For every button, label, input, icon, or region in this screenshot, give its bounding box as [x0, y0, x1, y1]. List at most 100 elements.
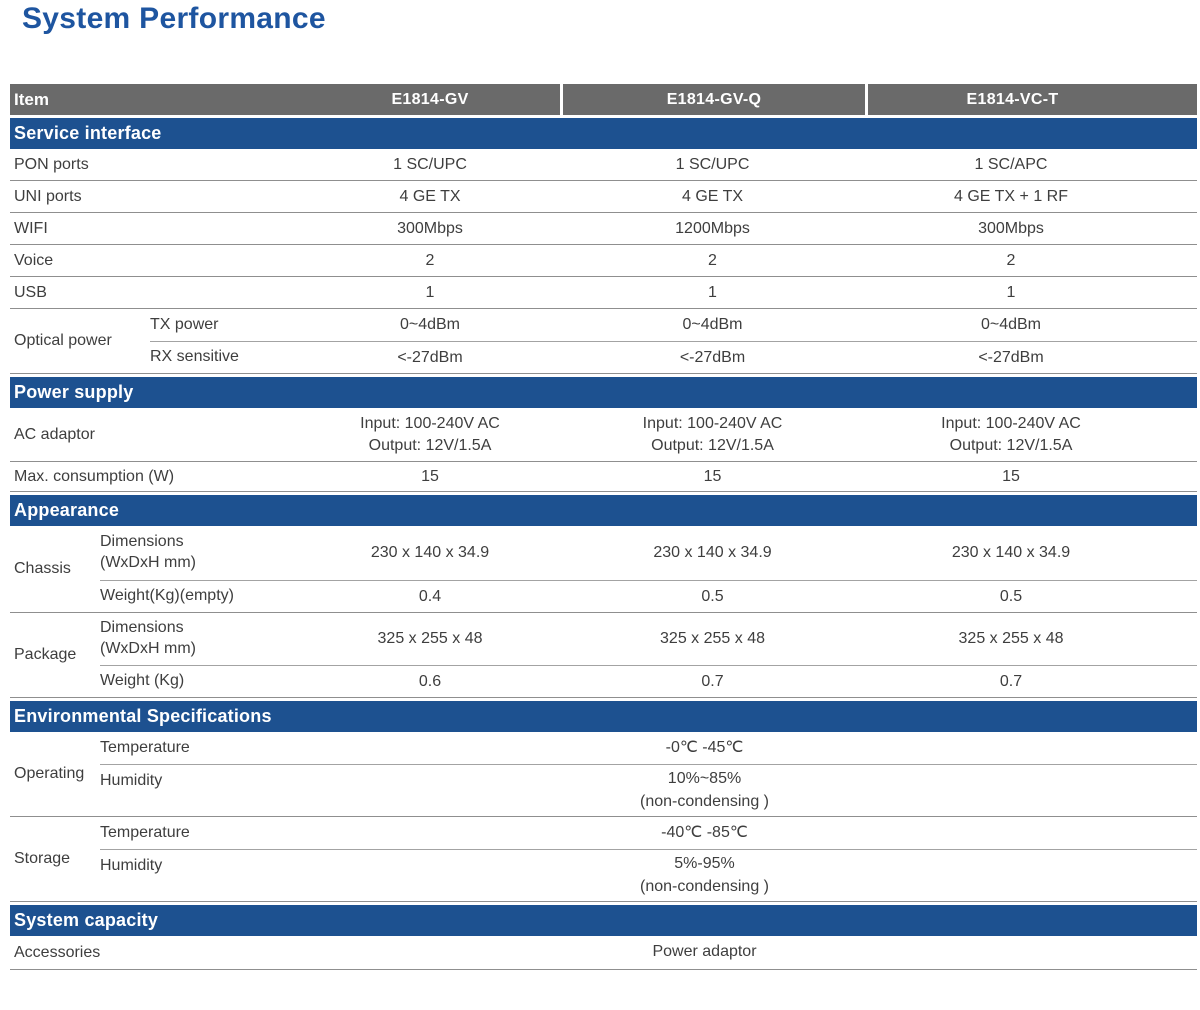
cell-value: <-27dBm [397, 348, 463, 366]
header-model-e1814-gv: E1814-GV [391, 90, 469, 108]
cell-value: 15 [1002, 467, 1020, 485]
subrow-label: Temperature [100, 823, 190, 841]
cell-value: 325 x 255 x 48 [377, 630, 483, 648]
cell-value: 10%~85% (non-condensing ) [640, 770, 769, 810]
row-pon-ports: PON ports 1 SC/UPC 1 SC/UPC 1 SC/APC [10, 149, 1197, 181]
subrow-chassis-dimensions: Dimensions (WxDxH mm) 230 x 140 x 34.9 2… [100, 526, 1197, 580]
group-optical-power: Optical power TX power 0~4dBm 0~4dBm 0~4… [10, 309, 1197, 374]
cell-value: 0.4 [418, 587, 442, 605]
cell-value: 0.7 [701, 672, 724, 690]
system-performance-table: Item E1814-GV E1814-GV-Q E1814-VC-T Serv… [10, 84, 1197, 970]
page-title: System Performance [22, 2, 326, 35]
section-title: Service interface [14, 123, 162, 143]
cell-value: 1 SC/UPC [675, 155, 750, 173]
cell-value: 4 GE TX [399, 187, 461, 205]
row-label: Accessories [14, 943, 101, 961]
subrow-package-dimensions: Dimensions (WxDxH mm) 325 x 255 x 48 325… [100, 613, 1197, 665]
cell-value: 0.7 [999, 672, 1023, 690]
row-uni-ports: UNI ports 4 GE TX 4 GE TX 4 GE TX + 1 RF [10, 181, 1197, 213]
cell-value: 1200Mbps [675, 219, 750, 237]
cell-value: Input: 100-240V AC Output: 12V/1.5A [941, 414, 1081, 454]
subrow-storage-temperature: Temperature -40℃ -85℃ [100, 817, 1197, 849]
group-chassis: Chassis Dimensions (WxDxH mm) 230 x 140 … [10, 526, 1197, 613]
subrow-chassis-weight: Weight(Kg)(empty) 0.4 0.5 0.5 [100, 580, 1197, 612]
row-accessories: Accessories Power adaptor [10, 936, 1197, 970]
subrow-rx-sensitive: RX sensitive <-27dBm <-27dBm <-27dBm [150, 341, 1197, 373]
cell-value: 0~4dBm [682, 316, 743, 334]
cell-value: 300Mbps [978, 219, 1044, 237]
cell-value: 15 [703, 467, 722, 485]
section-bar-environmental-specifications: Environmental Specifications [10, 701, 1197, 732]
row-voice: Voice 2 2 2 [10, 245, 1197, 277]
row-label: WIFI [14, 219, 48, 237]
cell-value: 1 [1006, 283, 1016, 301]
subrow-label: Weight (Kg) [100, 672, 185, 690]
cell-value: 1 [708, 283, 717, 301]
cell-value: 0.5 [999, 587, 1023, 605]
row-label: PON ports [14, 155, 89, 173]
cell-value: 2 [425, 251, 435, 269]
row-wifi: WIFI 300Mbps 1200Mbps 300Mbps [10, 213, 1197, 245]
group-storage: Storage Temperature -40℃ -85℃ Humidity 5… [10, 817, 1197, 902]
cell-value: 1 [425, 283, 435, 301]
section-title: Power supply [14, 382, 134, 402]
section-title: Appearance [14, 500, 120, 520]
cell-value: 230 x 140 x 34.9 [653, 544, 772, 562]
table-header-row: Item E1814-GV E1814-GV-Q E1814-VC-T [10, 84, 1197, 115]
row-label: UNI ports [14, 187, 82, 205]
subrow-operating-temperature: Temperature -0℃ -45℃ [100, 732, 1197, 764]
cell-value: 300Mbps [397, 219, 463, 237]
subrow-label: Dimensions (WxDxH mm) [100, 533, 196, 571]
cell-value: <-27dBm [978, 348, 1044, 366]
group-label: Optical power [14, 332, 112, 349]
header-model-e1814-gv-q: E1814-GV-Q [560, 84, 865, 115]
cell-value: Power adaptor [652, 943, 757, 961]
cell-value: 230 x 140 x 34.9 [951, 544, 1071, 562]
subrow-label: Temperature [100, 738, 190, 756]
subrow-label: TX power [150, 315, 219, 333]
cell-value: -0℃ -45℃ [665, 738, 744, 756]
cell-value: 230 x 140 x 34.9 [370, 544, 490, 562]
cell-value: 5%-95% (non-condensing ) [640, 855, 769, 895]
cell-value: 1 SC/UPC [393, 155, 467, 173]
cell-value: Input: 100-240V AC Output: 12V/1.5A [642, 414, 783, 454]
subrow-label: Humidity [100, 857, 163, 874]
row-label: USB [14, 283, 47, 301]
section-bar-service-interface: Service interface [10, 118, 1197, 149]
section-bar-appearance: Appearance [10, 495, 1197, 526]
header-model-e1814-vc-t: E1814-VC-T [865, 84, 1197, 115]
group-label: Storage [14, 850, 71, 867]
cell-value: 4 GE TX + 1 RF [954, 187, 1068, 205]
subrow-operating-humidity: Humidity 10%~85% (non-condensing ) [100, 764, 1197, 816]
subrow-tx-power: TX power 0~4dBm 0~4dBm 0~4dBm [150, 309, 1197, 341]
subrow-storage-humidity: Humidity 5%-95% (non-condensing ) [100, 849, 1197, 901]
cell-value: -40℃ -85℃ [661, 823, 748, 841]
section-title: Environmental Specifications [14, 706, 272, 726]
subrow-label: RX sensitive [150, 348, 239, 366]
cell-value: 2 [1006, 251, 1016, 269]
cell-value: Input: 100-240V AC Output: 12V/1.5A [360, 414, 500, 454]
cell-value: <-27dBm [679, 348, 746, 366]
cell-value: 325 x 255 x 48 [660, 630, 765, 648]
subrow-package-weight: Weight (Kg) 0.6 0.7 0.7 [100, 665, 1197, 697]
cell-value: 0.6 [418, 672, 442, 690]
section-bar-power-supply: Power supply [10, 377, 1197, 408]
row-ac-adaptor: AC adaptor Input: 100-240V AC Output: 12… [10, 408, 1197, 462]
section-bar-system-capacity: System capacity [10, 905, 1197, 936]
cell-value: 325 x 255 x 48 [958, 630, 1064, 648]
cell-value: 2 [708, 251, 717, 269]
subrow-label: Dimensions (WxDxH mm) [100, 619, 196, 657]
section-title: System capacity [14, 910, 159, 930]
cell-value: 4 GE TX [681, 187, 744, 205]
group-operating: Operating Temperature -0℃ -45℃ Humidity … [10, 732, 1197, 817]
group-label: Package [14, 646, 77, 663]
cell-value: 0~4dBm [980, 316, 1042, 334]
cell-value: 1 SC/APC [974, 155, 1048, 173]
cell-value: 0.5 [701, 587, 724, 605]
group-package: Package Dimensions (WxDxH mm) 325 x 255 … [10, 613, 1197, 698]
row-usb: USB 1 1 1 [10, 277, 1197, 309]
subrow-label: Weight(Kg)(empty) [100, 587, 234, 605]
group-label: Chassis [14, 560, 71, 577]
row-label: Max. consumption (W) [14, 467, 175, 485]
header-item-label: Item [14, 89, 49, 109]
